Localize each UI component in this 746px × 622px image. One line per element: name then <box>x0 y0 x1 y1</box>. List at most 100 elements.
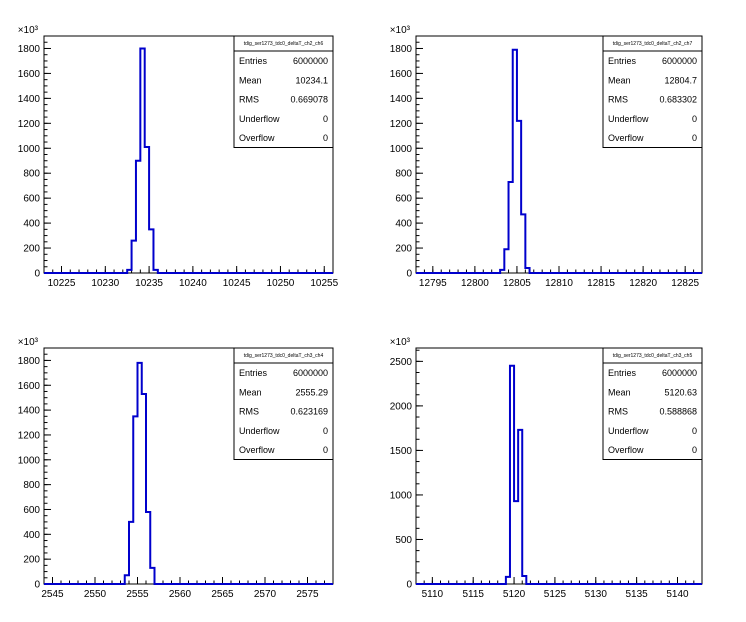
stats-value: 12804.7 <box>664 75 697 85</box>
y-tick-label: 1500 <box>390 446 413 457</box>
stats-value: 0 <box>692 114 697 124</box>
stats-value: 0 <box>323 445 328 455</box>
stats-label: Overflow <box>239 133 275 143</box>
x-tick-label: 12825 <box>671 278 699 289</box>
y-tick-label: 600 <box>23 505 40 516</box>
x-tick-label: 2565 <box>211 589 234 600</box>
stats-value: 0.588868 <box>659 407 697 417</box>
stats-label: Overflow <box>608 133 644 143</box>
histogram-panel-1: 0 200 400 600 800 1000 1200 1400 1600 1800 ×10³ 102… <box>18 25 339 289</box>
x-tick-label: 2575 <box>296 589 319 600</box>
x-tick-label: 5115 <box>462 589 484 600</box>
histogram-series <box>44 361 333 585</box>
stats-label: Underflow <box>608 426 649 436</box>
x-tick-label: 5125 <box>544 589 567 600</box>
y-tick-label: 1800 <box>18 44 41 55</box>
stats-title: tdig_ser1273_tdc0_deltaT_ch3_ch4 <box>244 353 324 359</box>
stats-value: 6000000 <box>662 56 697 66</box>
y-multiplier: ×10³ <box>390 25 411 36</box>
histogram-series <box>416 364 702 585</box>
y-tick-label: 1000 <box>390 490 413 501</box>
stats-value: 10234.1 <box>295 75 328 85</box>
x-tick-label: 12805 <box>503 278 531 289</box>
stats-label: RMS <box>608 407 628 417</box>
stats-label: Mean <box>239 75 262 85</box>
histogram-panel-3: 0 200 400 600 800 1000 1200 1400 1600 1800 ×10³ 254… <box>18 337 334 600</box>
y-tick-label: 400 <box>23 219 40 230</box>
stats-label: Entries <box>608 56 637 66</box>
y-tick-label: 600 <box>395 194 412 205</box>
y-tick-label: 800 <box>23 480 40 491</box>
stats-box <box>233 347 334 460</box>
y-tick-label: 0 <box>406 269 412 280</box>
x-tick-label: 2555 <box>126 589 149 600</box>
stats-label: Mean <box>239 387 262 397</box>
x-tick-label: 5110 <box>422 589 444 600</box>
stats-label: Entries <box>239 368 268 378</box>
y-tick-label: 0 <box>34 580 40 591</box>
y-tick-label: 1600 <box>18 69 41 80</box>
x-tick-label: 2545 <box>41 589 64 600</box>
y-tick-label: 200 <box>23 244 40 255</box>
y-multiplier: ×10³ <box>18 337 39 348</box>
y-tick-label: 500 <box>395 535 412 546</box>
x-tick-label: 10230 <box>91 278 119 289</box>
x-tick-label: 2570 <box>254 589 277 600</box>
x-tick-label: 10245 <box>223 278 251 289</box>
y-multiplier: ×10³ <box>18 25 39 36</box>
stats-value: 5120.63 <box>664 387 697 397</box>
stats-value: 2555.29 <box>295 387 328 397</box>
y-tick-label: 1200 <box>390 119 413 130</box>
y-tick-label: 1200 <box>18 119 41 130</box>
y-multiplier: ×10³ <box>390 337 411 348</box>
stats-box <box>233 35 334 148</box>
y-tick-label: 1000 <box>18 144 41 155</box>
x-tick-label: 12820 <box>629 278 657 289</box>
stats-label: Underflow <box>239 114 280 124</box>
y-tick-label: 2500 <box>390 357 413 368</box>
stats-value: 0 <box>323 133 328 143</box>
y-tick-label: 1400 <box>18 94 41 105</box>
stats-value: 6000000 <box>293 368 328 378</box>
y-tick-label: 0 <box>34 269 40 280</box>
stats-value: 0 <box>692 426 697 436</box>
y-tick-label: 1600 <box>390 69 413 80</box>
y-tick-label: 1000 <box>18 455 41 466</box>
x-tick-label: 10240 <box>179 278 207 289</box>
histogram-series <box>416 48 702 274</box>
stats-label: Entries <box>239 56 268 66</box>
stats-title: tdig_ser1273_tdc0_deltaT_ch2_ch6 <box>244 41 324 47</box>
y-tick-label: 800 <box>23 169 40 180</box>
y-tick-label: 600 <box>23 194 40 205</box>
x-tick-label: 5135 <box>626 589 649 600</box>
stats-value: 0.683302 <box>659 95 697 105</box>
histogram-bin <box>514 501 518 584</box>
stats-value: 6000000 <box>293 56 328 66</box>
y-tick-label: 400 <box>395 219 412 230</box>
histogram-panel-2: 0 200 400 600 800 1000 1200 1400 1600 1800 ×10³ 127… <box>390 25 703 289</box>
stats-value: 6000000 <box>662 368 697 378</box>
x-tick-label: 2560 <box>169 589 192 600</box>
histogram-panel-4: 0 500 1000 1500 2000 2500 ×10³ 5110 5115 5120 5125… <box>390 337 703 600</box>
x-tick-label: 10250 <box>267 278 295 289</box>
x-tick-label: 5140 <box>666 589 689 600</box>
x-tick-label: 10255 <box>310 278 338 289</box>
x-tick-label: 12795 <box>419 278 447 289</box>
stats-label: Underflow <box>239 426 280 436</box>
histogram-series <box>44 47 333 274</box>
stats-value: 0 <box>692 133 697 143</box>
stats-value: 0 <box>692 445 697 455</box>
y-tick-label: 800 <box>395 169 412 180</box>
stats-label: Entries <box>608 368 637 378</box>
y-tick-label: 1200 <box>18 430 41 441</box>
y-tick-label: 400 <box>23 530 40 541</box>
stats-value: 0.623169 <box>290 407 328 417</box>
stats-label: Overflow <box>608 445 644 455</box>
x-tick-label: 2550 <box>84 589 107 600</box>
stats-label: Mean <box>608 387 631 397</box>
y-tick-label: 1400 <box>18 406 41 417</box>
x-tick-label: 12815 <box>587 278 615 289</box>
stats-title: tdig_ser1273_tdc0_deltaT_ch3_ch5 <box>613 353 693 359</box>
y-tick-label: 0 <box>406 580 412 591</box>
